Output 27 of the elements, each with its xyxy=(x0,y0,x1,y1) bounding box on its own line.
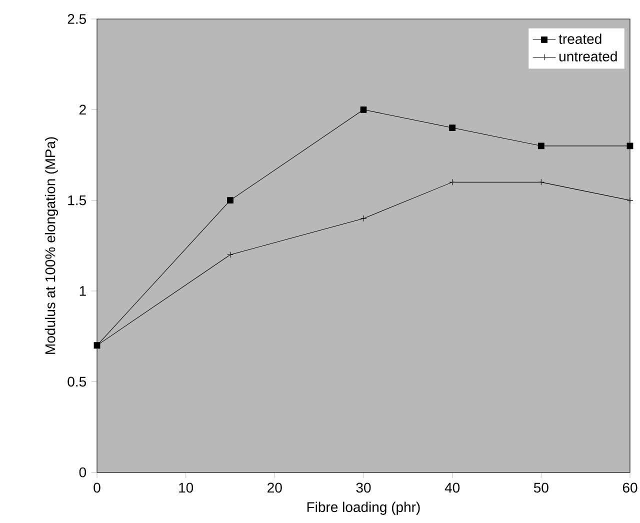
y-tick-label: 2 xyxy=(80,104,86,115)
point xyxy=(360,106,367,113)
x-tick-label: 40 xyxy=(444,482,460,493)
point xyxy=(227,252,234,258)
point xyxy=(360,215,367,222)
point xyxy=(626,142,634,150)
x-tick-label: 50 xyxy=(534,482,548,493)
point xyxy=(538,178,544,186)
x-axis-title: Fibre loading (phr) xyxy=(307,502,420,515)
point xyxy=(538,142,544,150)
y-tick-label: 0.5 xyxy=(68,376,86,387)
y-tick-label: 1.5 xyxy=(68,195,86,206)
y-tick-label: 0 xyxy=(79,467,86,478)
point xyxy=(449,124,456,131)
x-tick-label: 20 xyxy=(268,482,282,493)
legend-label: treated xyxy=(558,34,602,44)
x-tick-label: 10 xyxy=(179,482,194,493)
legend-label: untreated xyxy=(559,51,617,62)
y-tick-label: 2.5 xyxy=(68,14,86,24)
y-axis-title: Modulus at 100% elongation (MPa) xyxy=(44,137,58,354)
point xyxy=(227,197,234,204)
x-tick-label: 30 xyxy=(356,482,371,493)
x-tick-label: 0 xyxy=(94,482,100,493)
x-tick-label: 60 xyxy=(622,482,638,493)
point xyxy=(626,197,634,204)
point xyxy=(449,178,456,186)
y-tick-label: 1 xyxy=(80,286,86,296)
